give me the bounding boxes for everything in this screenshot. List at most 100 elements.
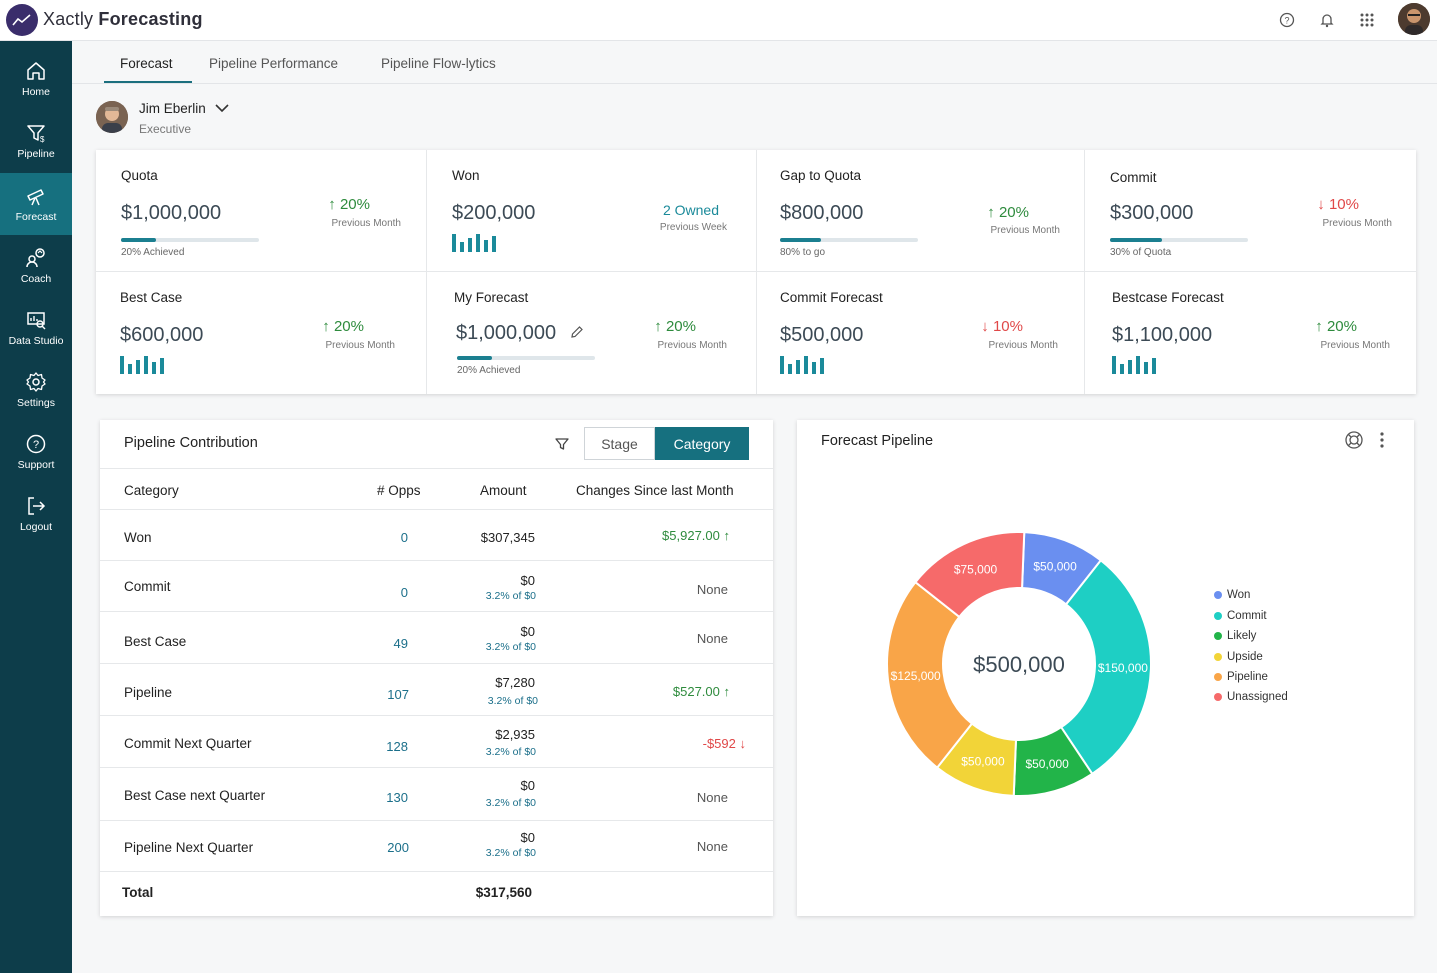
user-role: Executive: [139, 122, 192, 136]
toggle-category[interactable]: Category: [655, 427, 749, 460]
question-icon: ?: [26, 434, 46, 454]
legend-item-commit[interactable]: Commit: [1214, 610, 1267, 622]
legend-item-likely[interactable]: Likely: [1214, 630, 1256, 642]
legend-item-pipeline[interactable]: Pipeline: [1214, 671, 1268, 683]
donut-slice-label: $50,000: [961, 755, 1005, 769]
sidebar-item-forecast[interactable]: Forecast: [0, 173, 72, 235]
tab-forecast[interactable]: Forecast: [120, 56, 173, 71]
kpi-best-case: Best Case $600,000 ↑ 20% Previous Month: [96, 272, 426, 394]
legend-item-won[interactable]: Won: [1214, 589, 1250, 601]
pencil-icon[interactable]: [570, 325, 584, 339]
progress-bar: [1110, 238, 1248, 242]
help-icon[interactable]: ?: [1277, 10, 1297, 30]
kpi-delta-label: Previous Month: [657, 340, 727, 351]
kpi-value: $300,000: [1110, 202, 1194, 224]
legend-item-unassigned[interactable]: Unassigned: [1214, 691, 1288, 703]
toggle-stage[interactable]: Stage: [584, 427, 655, 460]
col-header-opps[interactable]: # Opps: [377, 483, 421, 498]
kpi-delta-value[interactable]: 2 Owned: [662, 202, 719, 218]
arrow-up-icon: ↑: [987, 204, 995, 221]
row-amount-sub: 3.2% of $0: [485, 590, 536, 602]
legend-item-upside[interactable]: Upside: [1214, 651, 1263, 663]
progress-bar: [121, 238, 259, 242]
svg-text:?: ?: [33, 439, 39, 451]
sidebar-item-support[interactable]: ? Support: [0, 421, 72, 483]
more-vertical-icon[interactable]: [1378, 431, 1386, 449]
row-opps[interactable]: 107: [387, 687, 409, 702]
kpi-value-text: $1,000,000: [456, 322, 557, 344]
progress-label: 20% Achieved: [121, 247, 185, 258]
top-bar: Xactly Forecasting ?: [0, 0, 1437, 41]
legend-label: Unassigned: [1227, 691, 1288, 703]
sidebar-item-logout[interactable]: Logout: [0, 483, 72, 545]
donut-slice-label: $50,000: [1025, 757, 1069, 771]
mini-bar-chart: [120, 356, 164, 374]
kpi-delta-label: Previous Week: [659, 222, 727, 233]
row-opps[interactable]: 130: [386, 790, 408, 805]
kpi-value: $200,000: [452, 202, 536, 224]
tab-pipeline-flowlytics[interactable]: Pipeline Flow-lytics: [381, 56, 496, 71]
kpi-delta-value: 20%: [665, 318, 696, 335]
sidebar-item-data-studio[interactable]: Data Studio: [0, 297, 72, 359]
kpi-my-forecast: My Forecast $1,000,000 ↑ 20% Previous Mo…: [427, 272, 757, 394]
kpi-delta-value: 20%: [1326, 318, 1357, 335]
mini-bar-chart: [1112, 356, 1156, 374]
kpi-delta-value: 10%: [1328, 196, 1359, 213]
user-selector[interactable]: Jim Eberlin: [139, 101, 230, 116]
kpi-delta: ↑ 20%: [328, 196, 370, 213]
tab-pipeline-performance[interactable]: Pipeline Performance: [209, 56, 339, 71]
row-opps[interactable]: 0: [400, 585, 408, 600]
col-header-amount[interactable]: Amount: [480, 483, 527, 498]
svg-text:?: ?: [1284, 16, 1289, 26]
sidebar-item-label: Forecast: [15, 211, 57, 223]
col-header-category[interactable]: Category: [124, 483, 179, 498]
row-category: Commit Next Quarter: [124, 736, 252, 751]
change-value: -$592: [702, 736, 736, 751]
donut-slice-pipeline[interactable]: [886, 580, 974, 770]
row-category: Best Case: [124, 634, 187, 649]
xactly-logo-icon[interactable]: [6, 4, 38, 36]
legend-swatch: [1214, 673, 1222, 681]
sidebar-item-pipeline[interactable]: $ Pipeline: [0, 110, 72, 172]
kpi-delta-value: 20%: [333, 318, 364, 335]
kpi-panel: Quota $1,000,000 ↑ 20% Previous Month 20…: [96, 150, 1416, 394]
row-amount: $0: [520, 830, 535, 845]
progress-fill: [121, 238, 156, 242]
kpi-delta-label: Previous Month: [988, 340, 1058, 351]
sidebar-item-coach[interactable]: Coach: [0, 235, 72, 297]
card-title: Pipeline Contribution: [124, 435, 258, 451]
row-opps[interactable]: 0: [400, 530, 408, 545]
brand-bold: Forecasting: [98, 9, 203, 29]
arrow-down-icon: ↓: [1317, 196, 1325, 213]
kpi-bestcase-forecast: Bestcase Forecast $1,100,000 ↑ 20% Previ…: [1085, 272, 1415, 394]
row-opps[interactable]: 128: [386, 739, 408, 754]
total-amount: $317,560: [475, 885, 532, 900]
lifebuoy-icon[interactable]: [1344, 430, 1364, 450]
donut-slice-label: $75,000: [954, 563, 998, 577]
kpi-gap-to-quota: Gap to Quota $800,000 ↑ 20% Previous Mon…: [755, 150, 1085, 272]
donut-slice-unassigned[interactable]: [913, 531, 1026, 619]
row-category: Pipeline: [124, 685, 173, 700]
donut-slice-commit[interactable]: [1059, 558, 1152, 776]
kpi-delta-label: Previous Month: [331, 218, 401, 229]
sidebar-item-label: Settings: [17, 397, 55, 409]
kpi-title: Best Case: [120, 290, 183, 305]
filter-icon[interactable]: [554, 436, 570, 452]
mini-bar-chart: [452, 234, 496, 252]
col-header-changes[interactable]: Changes Since last Month: [576, 483, 734, 498]
apps-grid-icon[interactable]: [1357, 10, 1377, 30]
row-amount-sub: 3.2% of $0: [485, 847, 536, 859]
sidebar-item-settings[interactable]: Settings: [0, 359, 72, 421]
kpi-delta-label: Previous Month: [990, 225, 1060, 236]
svg-text:$: $: [40, 135, 45, 144]
bell-icon[interactable]: [1317, 10, 1337, 30]
row-category: Best Case next Quarter: [124, 788, 266, 803]
sidebar-item-home[interactable]: Home: [0, 48, 72, 110]
kpi-delta: ↓ 10%: [981, 318, 1023, 335]
row-opps[interactable]: 49: [393, 636, 408, 651]
donut-center-label: $500,000: [973, 652, 1065, 677]
funnel-icon: $: [27, 125, 45, 144]
sidebar-item-label: Logout: [19, 521, 53, 533]
profile-avatar[interactable]: [1398, 3, 1430, 35]
row-opps[interactable]: 200: [387, 840, 409, 855]
